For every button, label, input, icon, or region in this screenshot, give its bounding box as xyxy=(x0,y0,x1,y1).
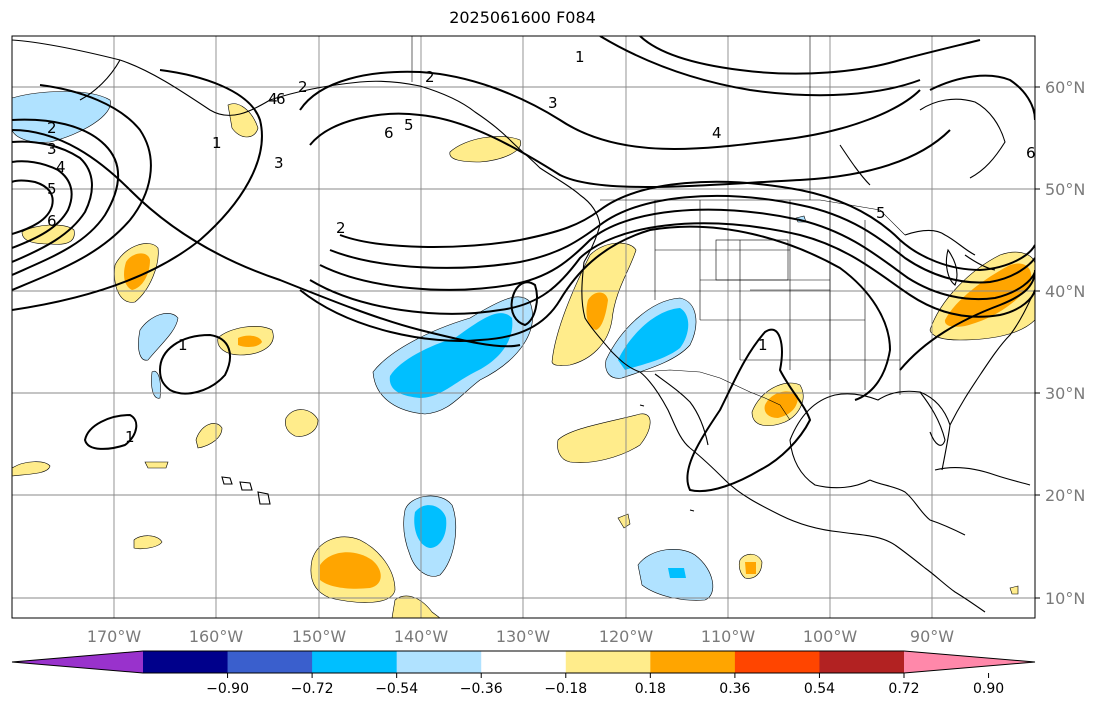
longitude-axis: 170°W 160°W 150°W 140°W 130°W 120°W 110°… xyxy=(87,627,954,646)
colorbar-tick-label: −0.36 xyxy=(460,681,503,697)
colorbar-tick-label: 0.54 xyxy=(804,681,835,697)
contour-label: 6 xyxy=(1026,144,1036,162)
lat-label: 20°N xyxy=(1045,486,1085,505)
colorbar-swatch xyxy=(481,651,567,673)
colorbar xyxy=(11,650,1036,674)
contour-label: 2 xyxy=(336,219,346,237)
lon-label: 110°W xyxy=(701,627,756,646)
colorbar-swatch xyxy=(650,651,736,673)
colorbar-swatch xyxy=(565,651,651,673)
colorbar-extend-high xyxy=(904,651,1035,673)
contour-label: 6 xyxy=(384,124,394,142)
contour-label: 4 xyxy=(268,90,278,108)
contour-label: 3 xyxy=(274,154,284,172)
colorbar-tick-label: −0.72 xyxy=(291,681,334,697)
colorbar-tick-label: −0.90 xyxy=(206,681,249,697)
contour-label: 2 xyxy=(47,119,57,137)
colorbar-swatch xyxy=(143,651,229,673)
contour-label: 3 xyxy=(548,94,558,112)
contour-label: 4 xyxy=(56,158,66,176)
contour-lines xyxy=(12,36,1035,493)
lon-label: 100°W xyxy=(803,627,858,646)
contour-label: 4 xyxy=(712,124,722,142)
lon-label: 150°W xyxy=(292,627,347,646)
contour-label: 5 xyxy=(876,204,886,222)
contour-label: 1 xyxy=(212,134,222,152)
colorbar-tick-label: −0.18 xyxy=(544,681,587,697)
colorbar-swatch xyxy=(734,651,820,673)
lat-label: 10°N xyxy=(1045,589,1085,608)
colorbar-tick-label: 0.72 xyxy=(888,681,919,697)
colorbar-swatch xyxy=(396,651,482,673)
latitude-axis: 60°N 50°N 40°N 30°N 20°N 10°N xyxy=(1035,78,1085,608)
map-frame xyxy=(11,35,1036,619)
colorbar-outline xyxy=(11,650,1036,674)
lon-label: 170°W xyxy=(87,627,142,646)
colorbar-extend-low xyxy=(12,651,143,673)
lat-label: 40°N xyxy=(1045,282,1085,301)
contour-label: 6 xyxy=(276,90,286,108)
lat-label: 60°N xyxy=(1045,78,1085,97)
positive-anomaly-cores xyxy=(124,253,1032,589)
contour-label-layer: 1 1 1 1 1 2 2 2 2 3 3 3 4 4 4 5 5 5 6 6 … xyxy=(47,48,1036,446)
map-title: 2025061600 F084 xyxy=(449,8,596,27)
colorbar-ticks: −0.90 −0.72 −0.54 −0.36 −0.18 0.18 0.36 0.54 0.7… xyxy=(206,673,1004,697)
colorbar-swatch xyxy=(227,651,313,673)
contour-label: 2 xyxy=(298,78,308,96)
colorbar-tick-label: −0.54 xyxy=(375,681,418,697)
negative-anomaly-cores xyxy=(389,308,689,578)
contour-label: 1 xyxy=(178,336,188,354)
coastlines xyxy=(12,39,1035,613)
lat-label: 30°N xyxy=(1045,384,1085,403)
contour-label: 1 xyxy=(758,336,768,354)
contour-label: 2 xyxy=(425,68,435,86)
contour-label: 1 xyxy=(125,428,135,446)
colorbar-tick-label: 0.18 xyxy=(635,681,666,697)
borders xyxy=(411,36,906,421)
lon-label: 160°W xyxy=(189,627,244,646)
lon-label: 130°W xyxy=(496,627,551,646)
contour-label: 1 xyxy=(575,48,585,66)
contour-label: 3 xyxy=(47,140,57,158)
contour-label: 5 xyxy=(404,116,414,134)
lon-label: 90°W xyxy=(910,627,954,646)
lon-label: 120°W xyxy=(599,627,654,646)
colorbar-swatch xyxy=(819,651,905,673)
colorbar-tick-label: 0.90 xyxy=(973,681,1004,697)
lat-label: 50°N xyxy=(1045,180,1085,199)
colorbar-tick-label: 0.36 xyxy=(719,681,750,697)
contour-label: 5 xyxy=(47,180,57,198)
contour-label: 6 xyxy=(47,212,57,230)
lon-label: 140°W xyxy=(394,627,449,646)
colorbar-swatch xyxy=(312,651,398,673)
